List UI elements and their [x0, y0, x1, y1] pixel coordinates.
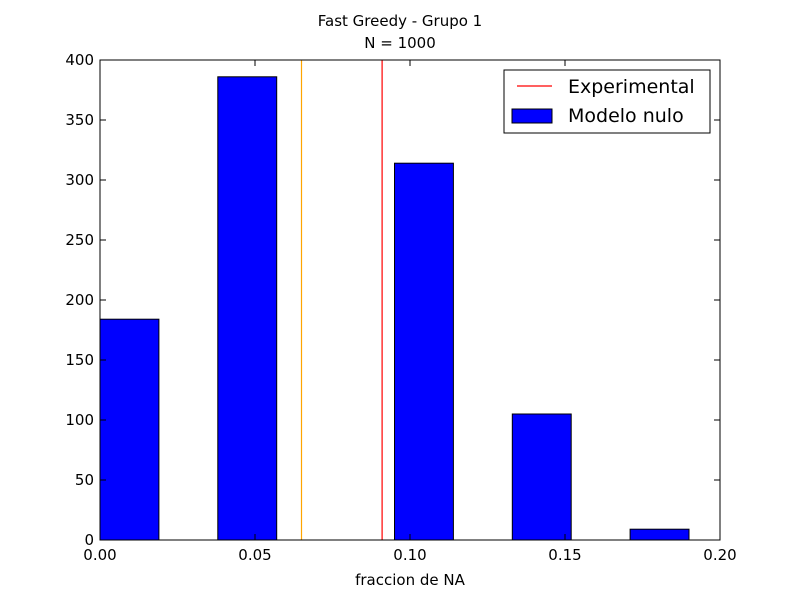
chart-title: Fast Greedy - Grupo 1 — [318, 12, 482, 30]
x-tick-label-0: 0.00 — [83, 546, 116, 564]
vlines-group — [300, 60, 383, 540]
axes-group: 0 50 100 150 200 250 300 350 400 0.00 0.05 0.10 0.15… — [65, 51, 736, 564]
x-tick-label-4: 0.20 — [703, 546, 736, 564]
bar-0-4 — [511, 413, 572, 541]
y-tick-label-5: 250 — [65, 231, 94, 249]
bar-0-3 — [394, 162, 454, 541]
legend-swatch-modelo-nulo — [511, 108, 553, 124]
y-tick-label-4: 200 — [65, 291, 94, 309]
y-tick-label-1: 50 — [75, 471, 94, 489]
x-tick-label-2: 0.10 — [393, 546, 426, 564]
y-tick-label-6: 300 — [65, 171, 94, 189]
y-tick-label-8: 400 — [65, 51, 94, 69]
bar-0-0 — [99, 318, 160, 541]
y-tick-label-0: 0 — [84, 531, 94, 549]
x-axis-label: fraccion de NA — [355, 571, 465, 589]
x-tick-label-3: 0.15 — [548, 546, 581, 564]
bar-0-5 — [629, 528, 690, 541]
legend-label-modelo-nulo: Modelo nulo — [568, 105, 684, 127]
legend-label-experimental: Experimental — [568, 76, 695, 98]
y-tick-label-2: 100 — [65, 411, 94, 429]
bar-0-1 — [217, 76, 278, 541]
y-tick-label-3: 150 — [65, 351, 94, 369]
legend: Experimental Modelo nulo — [503, 69, 711, 134]
y-tick-label-7: 350 — [65, 111, 94, 129]
chart-subtitle: N = 1000 — [364, 34, 436, 52]
bars-group — [99, 76, 690, 541]
x-tick-label-1: 0.05 — [238, 546, 271, 564]
